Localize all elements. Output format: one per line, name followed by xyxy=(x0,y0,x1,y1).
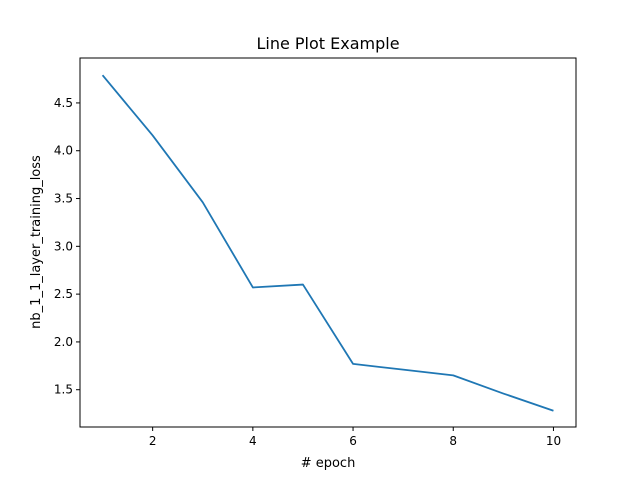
y-tick-label: 4.0 xyxy=(54,144,73,158)
x-tick-label: 4 xyxy=(249,434,257,448)
y-tick-label: 3.0 xyxy=(54,239,73,253)
plot-area-frame xyxy=(79,57,577,428)
y-tick-label: 2.0 xyxy=(54,335,73,349)
chart-title: Line Plot Example xyxy=(256,34,399,53)
x-tick-label: 10 xyxy=(546,434,561,448)
y-axis-label: nb_1_1_layer_training_loss xyxy=(29,155,44,329)
y-tick-label: 4.5 xyxy=(54,96,73,110)
x-tick-label: 2 xyxy=(149,434,157,448)
x-tick-label: 6 xyxy=(349,434,357,448)
series-line xyxy=(101,74,554,412)
y-tick-label: 3.5 xyxy=(54,192,73,206)
x-tick-label: 8 xyxy=(449,434,457,448)
y-tick-label: 2.5 xyxy=(54,287,73,301)
y-axis-ticks: 1.5 2.0 2.5 3.0 3.5 4.0 4.5 xyxy=(54,96,80,397)
x-axis-ticks: 2 4 6 8 10 xyxy=(149,427,561,448)
x-axis-label: # epoch xyxy=(301,456,356,471)
y-tick-label: 1.5 xyxy=(54,383,73,397)
